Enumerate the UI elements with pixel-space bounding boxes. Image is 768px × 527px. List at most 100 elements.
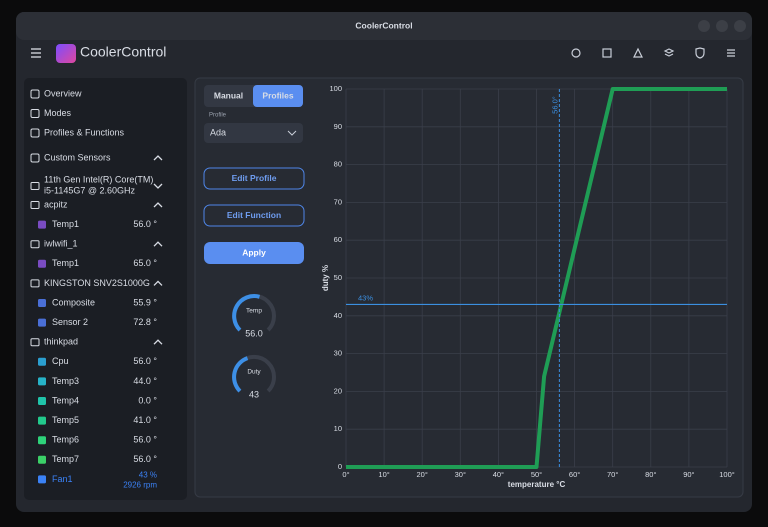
sensor-color[interactable] [38, 220, 46, 229]
sidebar [24, 78, 187, 500]
sensor-reading: 56.0 ° [133, 219, 157, 229]
y-tick-label: 80 [334, 160, 342, 169]
tab[interactable]: Manual [214, 90, 243, 100]
y-tick-label: 50 [334, 273, 342, 282]
gauge-value: 43 [249, 389, 259, 399]
sensor-name[interactable]: Sensor 2 [52, 317, 88, 327]
app-name: CoolerControl [80, 44, 166, 60]
sensor-reading: 41.0 ° [133, 415, 157, 425]
sensor-name[interactable]: Fan1 [52, 474, 73, 484]
sensor-name[interactable]: Temp3 [52, 376, 79, 386]
x-tick-label: 100° [719, 470, 735, 479]
collapse-caret[interactable] [153, 202, 163, 208]
nav-icon [30, 89, 40, 99]
button-label[interactable]: Edit Profile [232, 173, 277, 183]
select-chevron [287, 130, 297, 136]
nav-item[interactable]: Overview [44, 88, 82, 98]
button-label[interactable]: Apply [242, 247, 266, 257]
sensor-name[interactable]: Temp5 [52, 415, 79, 425]
collapse-caret[interactable] [153, 280, 163, 286]
sensor-name[interactable]: Temp6 [52, 435, 79, 445]
menu-button[interactable] [31, 48, 41, 58]
tab[interactable]: Profiles [262, 90, 293, 100]
apply-button[interactable] [204, 242, 304, 264]
device-name[interactable]: i5-1145G7 @ 2.60GHz [44, 185, 136, 195]
x-axis-label: temperature °C [508, 480, 566, 489]
sensor-reading: 43 % [139, 471, 157, 480]
sensor-reading: 55.9 ° [133, 297, 157, 307]
sensor-color[interactable] [38, 475, 46, 484]
sensor-color[interactable] [38, 259, 46, 268]
collapse-caret[interactable] [153, 183, 163, 189]
section-title[interactable]: Custom Sensors [44, 152, 111, 162]
nav-item[interactable]: Profiles & Functions [44, 127, 125, 137]
button-label[interactable]: Edit Function [227, 210, 281, 220]
gauge-arc [232, 356, 249, 393]
select-value[interactable]: Ada [210, 127, 226, 137]
edit-function-button[interactable] [203, 204, 305, 227]
device-name[interactable]: 11th Gen Intel(R) Core(TM) [44, 174, 153, 184]
title-bar [16, 12, 752, 40]
gauge-label: Temp [246, 308, 262, 315]
collapse-caret[interactable] [153, 155, 163, 161]
sensor-reading: 56.0 ° [133, 435, 157, 445]
device-name[interactable]: iwlwifi_1 [44, 239, 78, 249]
collapse-caret[interactable] [153, 339, 163, 345]
marker-label: 56.0° [550, 96, 559, 114]
nav-icon [30, 128, 40, 138]
gauge-label: Duty [247, 369, 261, 376]
y-axis-label: duty % [321, 265, 330, 291]
sensor-name[interactable]: Cpu [52, 356, 69, 366]
edit-profile-button[interactable] [203, 167, 305, 190]
nav-icon [30, 109, 40, 118]
sensor-color[interactable] [38, 318, 46, 327]
sensor-reading: 44.0 ° [133, 376, 157, 386]
x-tick-label: 70° [607, 470, 618, 479]
gitlab-icon[interactable] [633, 47, 643, 58]
nav-item[interactable]: Modes [44, 108, 72, 118]
refresh-icon[interactable] [571, 48, 581, 58]
sensor-reading: 72.8 ° [133, 317, 157, 327]
open-icon[interactable] [602, 48, 612, 58]
sensor-name[interactable]: Temp7 [52, 454, 79, 464]
sensor-name[interactable]: Temp1 [52, 258, 79, 268]
nav-icon [30, 153, 40, 163]
sensor-name[interactable]: Composite [52, 297, 95, 307]
device-icon [30, 279, 40, 288]
y-tick-label: 0 [338, 462, 342, 471]
device-name[interactable]: acpitz [44, 199, 68, 209]
sensor-name[interactable]: Temp4 [52, 395, 79, 405]
sensor-reading: 2926 rpm [123, 481, 157, 490]
sensor-reading: 0.0 ° [138, 395, 157, 405]
sensor-color[interactable] [38, 455, 46, 464]
x-tick-label: 90° [683, 470, 694, 479]
device-icon [30, 240, 40, 249]
y-tick-label: 70 [334, 197, 342, 206]
x-tick-label: 80° [645, 470, 656, 479]
x-tick-label: 0° [342, 470, 349, 479]
layers-icon[interactable] [663, 48, 675, 57]
profile-select[interactable] [204, 123, 303, 143]
sensor-color[interactable] [38, 436, 46, 445]
settings-icon[interactable] [727, 49, 735, 57]
sensor-color[interactable] [38, 416, 46, 425]
close-button[interactable] [734, 20, 746, 32]
sensor-color[interactable] [38, 377, 46, 386]
shield-icon[interactable] [695, 47, 705, 59]
field-label: Profile [209, 113, 227, 119]
sensor-color[interactable] [38, 299, 46, 307]
minimize-button[interactable] [698, 20, 710, 32]
device-name[interactable]: thinkpad [44, 337, 78, 347]
gauge-value: 56.0 [245, 328, 263, 338]
device-name[interactable]: KINGSTON SNV2S1000G [44, 278, 150, 288]
maximize-button[interactable] [716, 20, 728, 32]
collapse-caret[interactable] [153, 241, 163, 247]
gauge-arc [232, 294, 261, 332]
y-tick-label: 60 [334, 235, 342, 244]
sensor-color[interactable] [38, 357, 46, 366]
x-tick-label: 20° [417, 470, 428, 479]
tab-selected [253, 85, 303, 107]
sensor-name[interactable]: Temp1 [52, 219, 79, 229]
sensor-color[interactable] [38, 397, 46, 405]
